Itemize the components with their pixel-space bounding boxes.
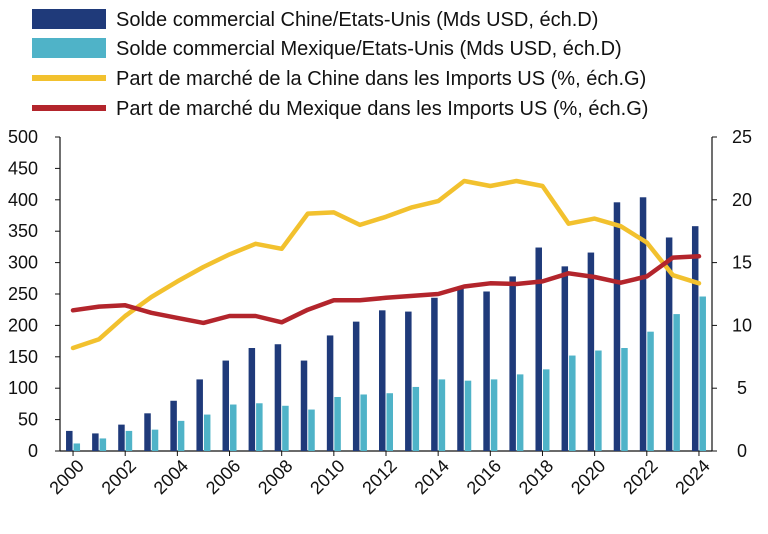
bar-mexico-2024 [699,296,706,451]
left-tick-label: 250 [8,284,38,304]
bar-china-2019 [561,266,569,451]
bar-mexico-2015 [464,380,472,451]
x-tick-label: 2012 [358,456,400,498]
left-tick-label: 150 [8,347,38,367]
x-tick-label: 2018 [515,456,557,498]
bar-mexico-2018 [542,369,550,451]
bar-china-2020 [587,252,595,451]
bar-china-2007 [248,348,256,451]
bar-china-2018 [535,247,542,451]
left-tick-label: 50 [18,410,38,430]
legend-swatch-2 [32,38,106,58]
legend-swatch-1 [32,9,106,29]
bar-china-2023 [665,237,673,451]
left-tick-label: 450 [8,158,38,178]
bar-china-2011 [352,321,360,451]
left-tick-label: 350 [8,221,38,241]
bar-mexico-2020 [595,350,602,451]
line-mexico-share [70,254,702,326]
right-tick-label: 10 [732,315,752,335]
left-tick-label: 200 [8,315,38,335]
legend-label-4: Part de marché du Mexique dans les Impor… [116,98,648,120]
bar-mexico-2003 [151,429,159,451]
right-tick-label: 25 [732,127,752,147]
right-tick-label: 20 [732,190,752,210]
bar-mexico-2006 [230,404,237,451]
bar-mexico-2005 [203,414,211,451]
legend-label-2: Solde commercial Mexique/Etats-Unis (Mds… [116,38,622,60]
x-tick-label: 2010 [306,456,348,498]
bar-mexico-2011 [360,394,367,451]
legend-label-3: Part de marché de la Chine dans les Impo… [116,68,646,90]
bars [66,197,706,451]
x-tick-label: 2008 [254,456,296,498]
bar-china-2001 [92,433,99,451]
line-china-share [70,178,702,351]
x-tick-label: 2020 [567,456,609,498]
left-tick-label: 400 [8,190,38,210]
bar-china-2015 [457,287,464,451]
bar-china-2012 [379,310,386,451]
left-tick-label: 0 [28,441,38,461]
bar-china-2016 [483,291,490,451]
bar-china-2010 [326,335,334,451]
bar-mexico-2017 [516,374,524,451]
bar-mexico-2023 [673,314,680,451]
bar-china-2009 [300,360,308,451]
bar-china-2022 [639,197,647,451]
bar-china-2003 [144,413,151,451]
bar-mexico-2007 [256,403,263,451]
x-tick-label: 2014 [411,456,453,498]
x-tick-label: 2004 [150,456,192,498]
bar-mexico-2009 [308,409,315,451]
bar-china-2021 [613,202,621,451]
bar-mexico-2013 [412,386,420,451]
left-tick-label: 300 [8,253,38,273]
bar-china-2013 [405,311,412,451]
bar-china-2006 [222,360,230,451]
bar-china-2008 [274,344,282,451]
legend: Solde commercial Chine/Etats-Unis (Mds U… [32,9,648,120]
bar-mexico-2021 [621,348,628,451]
bar-china-2000 [66,430,73,451]
x-tick-label: 2022 [619,456,661,498]
bar-china-2014 [431,297,438,451]
bar-mexico-2012 [386,393,393,451]
x-tick-label: 2000 [45,456,87,498]
x-tick-label: 2024 [671,456,713,498]
bar-mexico-2014 [438,379,446,451]
bar-china-2004 [170,400,177,451]
bar-mexico-2010 [334,396,341,451]
bar-mexico-2000 [73,443,81,451]
left-tick-label: 100 [8,378,38,398]
right-tick-label: 5 [737,378,747,398]
legend-label-1: Solde commercial Chine/Etats-Unis (Mds U… [116,9,598,31]
bar-mexico-2002 [125,430,133,451]
bar-mexico-2001 [99,438,107,451]
bar-mexico-2004 [177,420,185,451]
bar-mexico-2008 [282,405,289,451]
left-tick-label: 500 [8,127,38,147]
right-tick-label: 15 [732,253,752,273]
bar-mexico-2022 [647,331,654,451]
bar-mexico-2016 [490,379,498,451]
bar-china-2002 [118,424,125,451]
right-tick-label: 0 [737,441,747,461]
x-tick-label: 2016 [463,456,505,498]
bar-china-2005 [196,379,203,451]
x-tick-label: 2002 [98,456,140,498]
x-tick-label: 2006 [202,456,244,498]
bar-mexico-2019 [569,355,576,451]
bar-china-2024 [691,226,699,451]
lines [70,178,702,351]
bar-china-2017 [509,276,516,451]
